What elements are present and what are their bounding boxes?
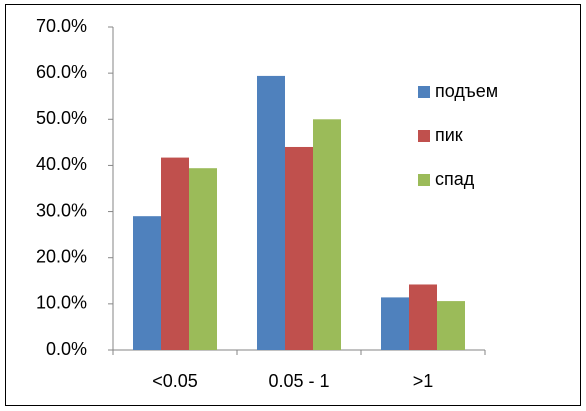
bar [189, 168, 217, 350]
bar [409, 284, 437, 350]
y-tick-label: 20.0% [36, 246, 87, 266]
x-tick-label: 0.05 - 1 [268, 371, 329, 391]
bar [285, 146, 313, 350]
legend-label: спад [435, 169, 475, 189]
bar [313, 119, 341, 351]
y-tick-label: 60.0% [36, 62, 87, 82]
y-tick-label: 0.0% [46, 339, 87, 359]
legend-label: подъем [435, 81, 498, 101]
bar [161, 157, 189, 350]
bar [133, 216, 161, 350]
y-tick-label: 50.0% [36, 108, 87, 128]
y-tick-label: 40.0% [36, 154, 87, 174]
bar [381, 297, 409, 350]
legend-label: пик [435, 125, 463, 145]
y-tick-label: 30.0% [36, 200, 87, 220]
x-tick-label: >1 [413, 371, 434, 391]
bar [437, 301, 465, 350]
y-tick-label: 70.0% [36, 16, 87, 36]
bar [257, 75, 285, 350]
legend-swatch [418, 174, 430, 186]
legend-swatch [418, 86, 430, 98]
x-tick-label: <0.05 [152, 371, 198, 391]
legend-swatch [418, 130, 430, 142]
y-tick-label: 10.0% [36, 293, 87, 313]
